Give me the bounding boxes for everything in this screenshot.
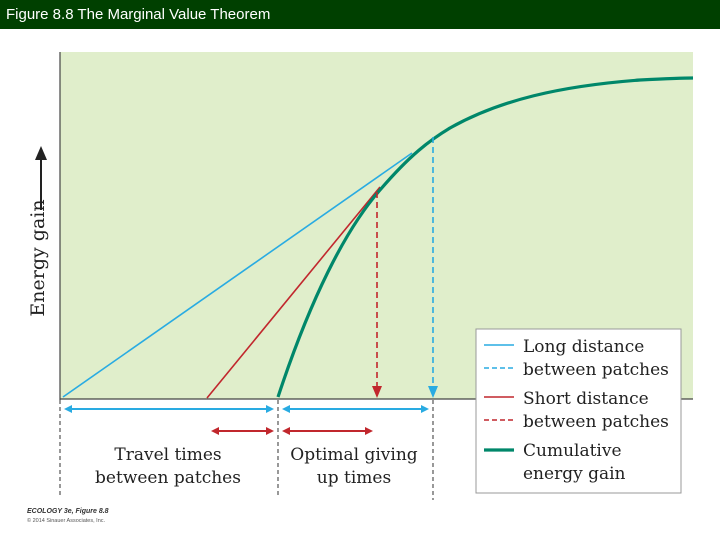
short-optimum-arrowhead [372,386,382,398]
legend-long-line2: between patches [523,360,669,380]
credit-line2: © 2014 Sinauer Associates, Inc. [27,518,106,524]
optimal-giving-up-label-line2: up times [317,468,391,488]
travel-times-label-line2: between patches [95,468,241,488]
credit-line1: ECOLOGY 3e, Figure 8.8 [27,508,109,515]
title-bar: Figure 8.8 The Marginal Value Theorem [0,0,720,29]
optimal-giving-up-label-line1: Optimal giving [290,445,417,465]
legend: Long distance between patches Short dist… [475,328,682,494]
travel-times-label-line1: Travel times [114,445,221,465]
y-axis-arrowhead [35,146,47,160]
y-axis-label: Energy gain [27,199,49,316]
legend-box [475,328,682,494]
cumulative-energy-curve [276,76,694,398]
long-optimum-arrowhead [428,386,438,398]
short-distance-tangent [206,186,381,399]
long-distance-tangent [62,152,413,398]
legend-curve-line1: Cumulative [523,441,622,461]
legend-short-line2: between patches [523,412,669,432]
legend-curve-line2: energy gain [523,464,626,484]
legend-short-line1: Short distance [523,389,649,409]
slide-title: Figure 8.8 The Marginal Value Theorem [6,6,271,23]
legend-long-line1: Long distance [523,337,644,357]
